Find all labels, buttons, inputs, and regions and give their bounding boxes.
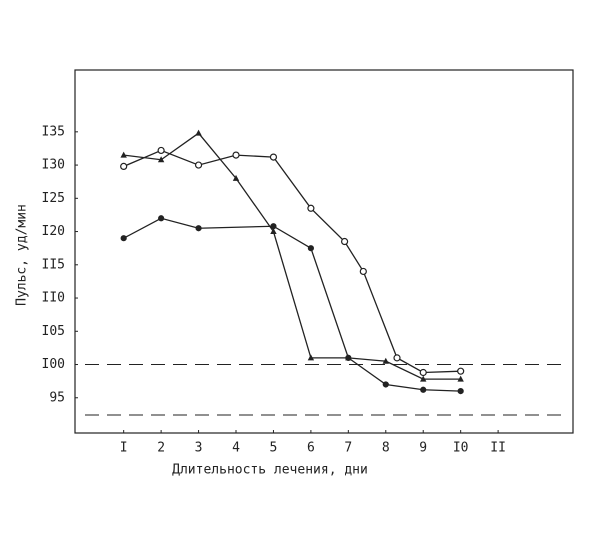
- y-tick-label: I05: [42, 324, 65, 339]
- x-tick-label: 8: [382, 441, 390, 456]
- x-tick-label: 9: [419, 441, 427, 456]
- point: [120, 151, 127, 158]
- point: [345, 354, 352, 361]
- point: [382, 381, 389, 388]
- x-tick-label: 4: [232, 441, 240, 456]
- y-tick-label: I20: [42, 224, 65, 239]
- point: [307, 245, 314, 252]
- point: [340, 237, 349, 246]
- x-tick-label: 6: [307, 441, 315, 456]
- point: [457, 367, 465, 375]
- point: [157, 146, 165, 155]
- y-axis-label: Пульс, уд/мин: [15, 204, 30, 306]
- point: [120, 235, 127, 242]
- point: [120, 162, 128, 171]
- x-tick-label: I: [120, 441, 128, 456]
- x-tick-label: 7: [344, 441, 352, 456]
- point: [157, 156, 165, 163]
- point: [232, 174, 240, 181]
- x-tick-label: 3: [195, 441, 203, 456]
- y-tick-label: 95: [49, 390, 65, 405]
- x-tick-label: 5: [270, 441, 278, 456]
- y-tick-label: II5: [42, 257, 65, 272]
- point: [195, 129, 202, 136]
- point: [419, 368, 427, 377]
- x-tick-label: I0: [453, 441, 469, 456]
- point: [232, 151, 240, 159]
- point: [457, 375, 464, 382]
- y-tick-label: I30: [42, 158, 65, 173]
- y-tick-label: I00: [42, 357, 65, 372]
- point: [194, 161, 203, 169]
- point: [195, 225, 202, 232]
- point: [307, 204, 315, 212]
- point: [382, 357, 389, 364]
- x-tick-label: 2: [157, 441, 165, 456]
- point: [420, 386, 427, 393]
- point: [307, 354, 315, 361]
- point: [158, 215, 165, 222]
- y-tick-label: II0: [42, 291, 65, 306]
- series-line: [123, 132, 461, 380]
- series-line: [123, 149, 461, 374]
- point: [420, 375, 427, 382]
- point: [359, 267, 367, 276]
- x-axis-label: Длительность лечения, дни: [172, 463, 368, 478]
- y-tick-label: I25: [42, 191, 65, 206]
- point: [269, 153, 278, 161]
- plot-frame: [74, 69, 574, 434]
- point: [393, 354, 401, 362]
- point: [270, 228, 277, 235]
- point: [457, 388, 464, 395]
- x-tick-label: II: [490, 441, 506, 456]
- y-tick-label: I35: [42, 124, 65, 139]
